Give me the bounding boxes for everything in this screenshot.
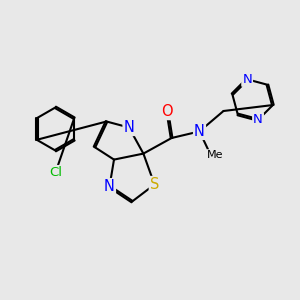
Text: S: S [150,177,159,192]
Text: O: O [162,104,173,119]
Text: N: N [194,124,205,139]
Text: Cl: Cl [49,166,62,179]
Text: N: N [104,179,115,194]
Text: N: N [124,120,134,135]
Text: Me: Me [207,150,224,160]
Text: N: N [242,73,252,86]
Text: N: N [253,113,263,126]
